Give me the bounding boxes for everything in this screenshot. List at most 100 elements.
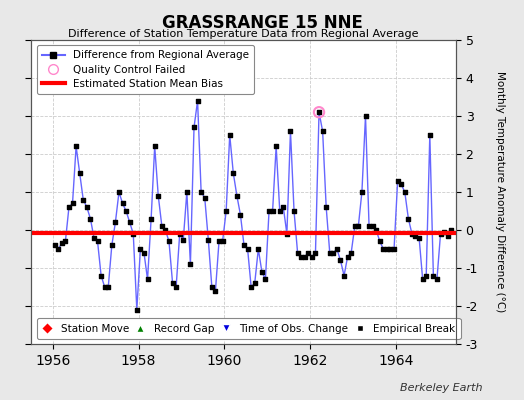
Point [72, 143, 80, 150]
Point [415, 234, 423, 241]
Point [319, 128, 327, 134]
Point [158, 223, 166, 229]
Point [276, 208, 284, 214]
Point [358, 189, 366, 195]
Point [193, 98, 202, 104]
Point [136, 246, 145, 252]
Point [268, 208, 277, 214]
Point [447, 227, 455, 233]
Point [336, 257, 345, 264]
Point [172, 284, 180, 290]
Point [329, 250, 337, 256]
Point [236, 212, 245, 218]
Point [86, 215, 95, 222]
Point [311, 250, 320, 256]
Point [107, 242, 116, 248]
Point [297, 254, 305, 260]
Point [161, 227, 170, 233]
Point [340, 272, 348, 279]
Point [247, 284, 255, 290]
Point [301, 254, 309, 260]
Point [250, 280, 259, 286]
Point [240, 242, 248, 248]
Point [425, 132, 434, 138]
Point [258, 269, 266, 275]
Point [75, 170, 84, 176]
Point [408, 230, 416, 237]
Point [244, 246, 252, 252]
Point [419, 276, 427, 282]
Point [351, 223, 359, 229]
Point [115, 189, 123, 195]
Point [104, 284, 113, 290]
Point [429, 272, 438, 279]
Point [443, 232, 452, 239]
Y-axis label: Monthly Temperature Anomaly Difference (°C): Monthly Temperature Anomaly Difference (… [495, 71, 505, 313]
Point [290, 208, 298, 214]
Point [286, 128, 294, 134]
Point [390, 246, 398, 252]
Point [147, 215, 155, 222]
Point [211, 288, 220, 294]
Point [368, 223, 377, 229]
Point [183, 189, 191, 195]
Point [265, 208, 273, 214]
Point [168, 280, 177, 286]
Point [197, 189, 205, 195]
Point [111, 219, 119, 226]
Point [397, 181, 406, 188]
Point [58, 240, 66, 246]
Point [254, 246, 263, 252]
Point [233, 193, 241, 199]
Point [65, 204, 73, 210]
Point [208, 284, 216, 290]
Point [93, 238, 102, 244]
Point [118, 200, 127, 206]
Point [376, 238, 384, 244]
Point [386, 246, 395, 252]
Point [325, 250, 334, 256]
Point [422, 272, 430, 279]
Point [383, 246, 391, 252]
Text: Berkeley Earth: Berkeley Earth [400, 383, 482, 393]
Point [411, 232, 420, 239]
Point [347, 250, 355, 256]
Point [404, 215, 412, 222]
Point [165, 238, 173, 244]
Point [354, 223, 363, 229]
Point [186, 261, 194, 267]
Point [433, 276, 441, 282]
Point [394, 178, 402, 184]
Point [154, 193, 162, 199]
Point [222, 208, 231, 214]
Point [436, 230, 445, 237]
Point [144, 276, 152, 282]
Point [440, 229, 449, 235]
Point [101, 284, 109, 290]
Point [61, 238, 70, 244]
Point [176, 230, 184, 237]
Point [400, 189, 409, 195]
Point [315, 109, 323, 115]
Point [83, 204, 91, 210]
Point [315, 109, 323, 115]
Point [279, 204, 288, 210]
Point [293, 250, 302, 256]
Point [129, 230, 137, 237]
Point [219, 238, 227, 244]
Point [179, 236, 188, 243]
Point [122, 208, 130, 214]
Point [304, 250, 312, 256]
Point [261, 276, 270, 282]
Point [79, 196, 88, 203]
Point [308, 254, 316, 260]
Legend: Station Move, Record Gap, Time of Obs. Change, Empirical Break: Station Move, Record Gap, Time of Obs. C… [37, 318, 461, 339]
Point [365, 223, 373, 229]
Point [215, 238, 223, 244]
Point [372, 227, 380, 233]
Point [282, 230, 291, 237]
Point [140, 250, 148, 256]
Point [229, 170, 237, 176]
Point [322, 204, 331, 210]
Point [225, 132, 234, 138]
